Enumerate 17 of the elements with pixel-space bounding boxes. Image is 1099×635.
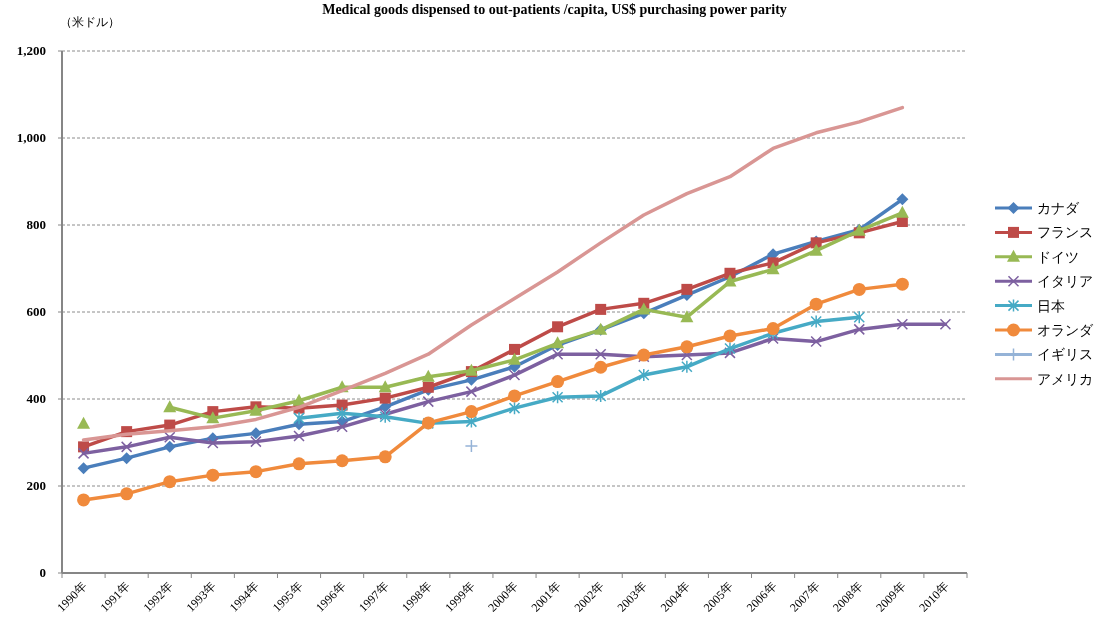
legend-label: オランダ — [1037, 322, 1094, 338]
legend-label: イタリア — [1037, 273, 1093, 290]
legend-label: ドイツ — [1037, 248, 1079, 265]
legend-label: 日本 — [1037, 297, 1065, 314]
y-tick-label: 0 — [39, 565, 46, 580]
legend-label: アメリカ — [1037, 370, 1093, 387]
y-tick-label: 1,000 — [16, 130, 46, 145]
chart-title: Medical goods dispensed to out-patients /capita, US$ purchasing power parity — [322, 2, 787, 17]
y-tick-label: 1,200 — [16, 43, 46, 58]
y-tick-label: 600 — [26, 304, 46, 319]
legend-label: フランス — [1037, 224, 1093, 241]
y-tick-label: 800 — [26, 217, 46, 232]
legend-label: カナダ — [1037, 200, 1080, 216]
y-tick-label: 400 — [26, 391, 46, 406]
legend-label: イギリス — [1037, 346, 1093, 363]
y-tick-label: 200 — [26, 478, 46, 493]
y-axis-title: （米ドル） — [60, 15, 120, 29]
